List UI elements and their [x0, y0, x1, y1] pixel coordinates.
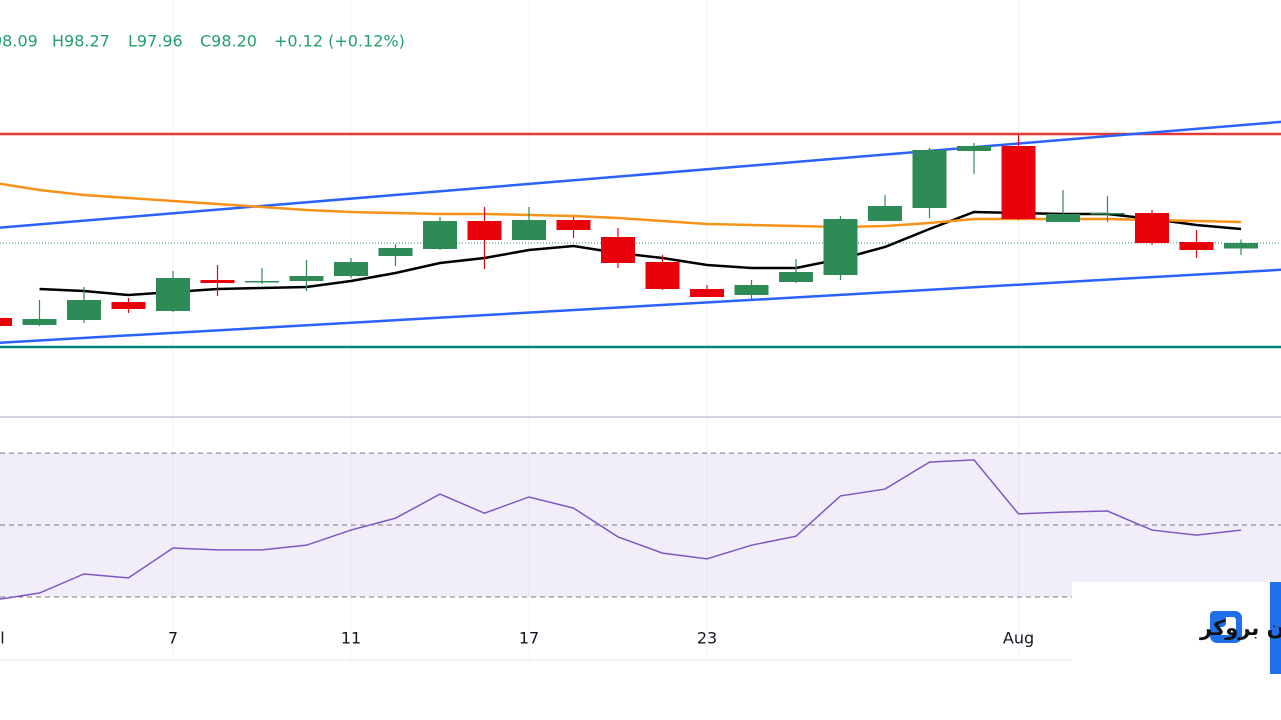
candle-body: [111, 302, 146, 309]
candle-body: [67, 300, 101, 320]
x-tick-label: 23: [697, 629, 717, 648]
candle-body: [22, 319, 57, 325]
trend-line: [0, 120, 1281, 229]
header-open: 98.09: [0, 32, 38, 51]
candle-body: [1224, 243, 1258, 249]
header-close: C98.20: [200, 32, 257, 51]
rsi-line: [0, 459, 1242, 600]
candle-body: [1179, 242, 1214, 250]
candle-body: [156, 278, 190, 311]
candle-body: [823, 219, 858, 275]
candle-body: [1046, 214, 1080, 222]
logo-icon-corner: [1210, 611, 1226, 627]
candle-body: [423, 221, 457, 249]
header-high: H98.27: [52, 32, 110, 51]
x-tick-label: 7: [168, 629, 178, 648]
candle-body: [467, 221, 502, 240]
candle-body: [245, 281, 279, 283]
candle-body: [512, 220, 546, 240]
logo-strip: [1270, 582, 1281, 674]
candle-body: [734, 285, 769, 295]
header-low: L97.96: [128, 32, 183, 51]
x-tick-label: 11: [341, 629, 361, 648]
header-change: +0.12 (+0.12%): [274, 32, 405, 51]
candle-body: [601, 237, 635, 263]
x-tick-label: 17: [519, 629, 539, 648]
candle-body: [334, 262, 368, 276]
logo: لیان بروکر: [1072, 582, 1281, 690]
candle-body: [0, 318, 12, 326]
candle-body: [868, 206, 902, 221]
candle-body: [200, 280, 235, 283]
candle-body: [556, 220, 591, 230]
candle-body: [779, 272, 813, 282]
candle-body: [645, 262, 680, 289]
candle-body: [289, 276, 324, 281]
plot: [0, 120, 1281, 600]
candle-body: [912, 150, 947, 208]
candle-body: [1001, 146, 1036, 219]
candle-body: [690, 289, 724, 297]
x-tick-label: Aug: [1003, 629, 1034, 648]
candle-body: [1090, 213, 1125, 215]
trend-line: [0, 268, 1281, 344]
candle-body: [378, 248, 413, 256]
candle-body: [957, 146, 991, 151]
moving-average: [39, 210, 1242, 297]
candle-body: [1135, 213, 1169, 243]
logo-text: لیان بروکر: [1199, 616, 1281, 640]
grid: [172, 0, 1019, 660]
x-tick-label: Jul: [0, 629, 5, 648]
